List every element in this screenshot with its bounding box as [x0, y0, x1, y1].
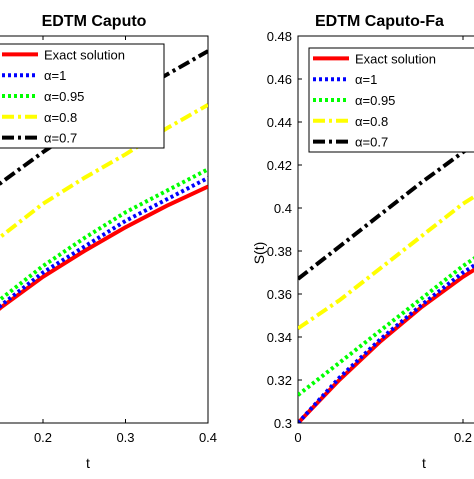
- chart-title-left: EDTM Caputo: [42, 13, 147, 30]
- y-tick-label: 0.38: [267, 244, 292, 259]
- y-tick-label: 0.46: [267, 72, 292, 87]
- y-tick-label: 0.36: [267, 287, 292, 302]
- legend-label: Exact solution: [44, 47, 125, 62]
- series-line-0: [0, 184, 208, 311]
- legend-label: α=0.95: [355, 93, 395, 108]
- panel-right: EDTM Caputo-Fa t S(t) 0 0.2 0.3 0.32 0.34 0.3…: [251, 13, 474, 471]
- x-tick-label: 0.3: [116, 430, 134, 445]
- y-tick-label: 0.32: [267, 373, 292, 388]
- legend-box: [308, 47, 474, 153]
- y-tick-label: 0.48: [267, 29, 292, 44]
- y-axis-label-right: S(t): [251, 242, 267, 265]
- series-line-1: [298, 263, 474, 423]
- legend-label: α=1: [355, 72, 377, 87]
- x-tick-label: 0: [294, 430, 301, 445]
- y-tick-label: 0.3: [274, 416, 292, 431]
- chart-title-right: EDTM Caputo-Fa: [315, 13, 444, 30]
- legend-label: α=0.8: [44, 110, 77, 125]
- legend-label: α=0.7: [355, 135, 388, 150]
- series-line-0: [298, 267, 474, 423]
- legend-label: α=0.7: [44, 131, 77, 146]
- legend-label: α=0.8: [355, 114, 388, 129]
- legend-label: Exact solution: [355, 51, 436, 66]
- series-line-1: [0, 176, 208, 309]
- y-tick-label: 0.34: [267, 330, 292, 345]
- x-axis-label-right: t: [422, 455, 426, 471]
- legend-label: α=1: [44, 68, 66, 83]
- x-axis-label-left: t: [86, 455, 90, 471]
- x-tick-label: 0.2: [454, 430, 472, 445]
- y-tick-label: 0.4: [274, 201, 292, 216]
- x-tick-label: 0.4: [199, 430, 217, 445]
- legend-label: α=0.95: [44, 89, 84, 104]
- legend: Exact solution α=1 α=0.95 α=0.8 α=0.7: [0, 43, 165, 149]
- series-line-2: [0, 167, 208, 303]
- legend: Exact solution α=1 α=0.95 α=0.8 α=0.7: [308, 47, 474, 153]
- y-tick-label: 0.42: [267, 158, 292, 173]
- x-tick-label: 0.2: [34, 430, 52, 445]
- y-tick-label: 0.44: [267, 115, 292, 130]
